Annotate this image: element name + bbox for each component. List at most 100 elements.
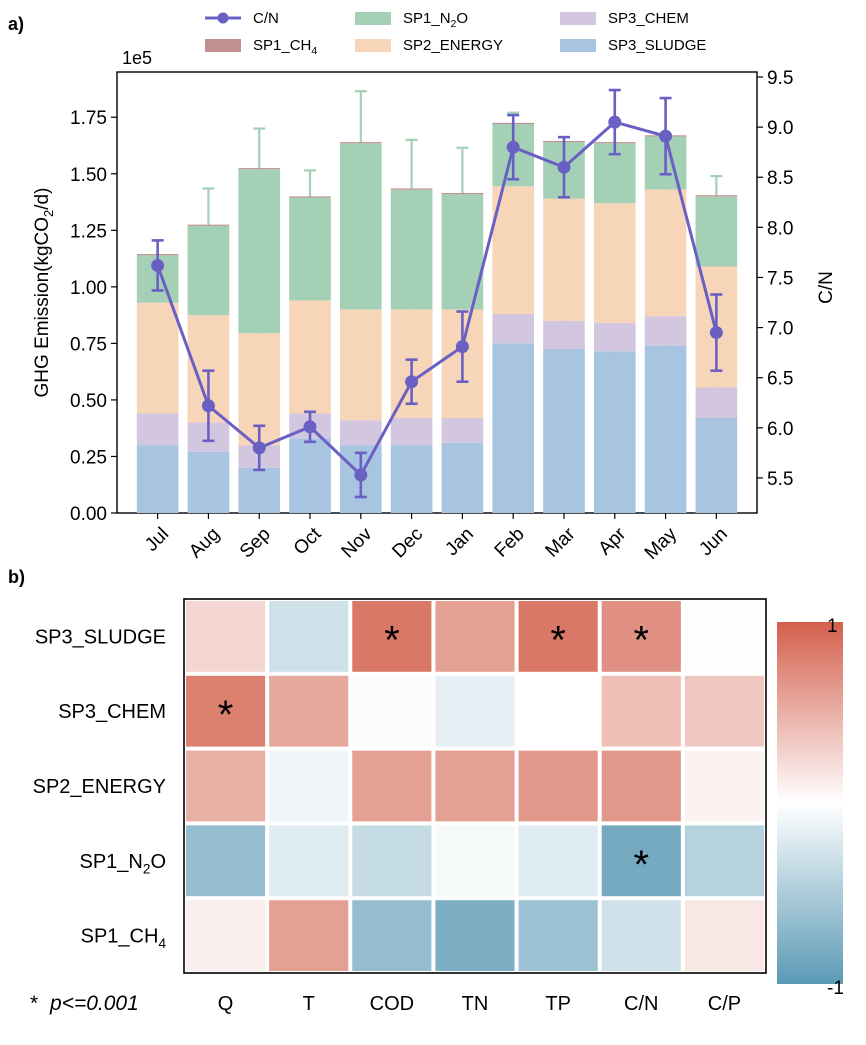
legend-label-text: SP3_SLUDGE [608, 37, 706, 54]
cn-point [455, 340, 469, 354]
footnote-star: * [30, 992, 38, 1015]
heatmap-cell [518, 675, 598, 747]
heatmap-cell [435, 825, 515, 897]
legend-label-text: C/N [253, 10, 279, 27]
heatmap-row-label-text: SP2_ENERGY [33, 776, 166, 798]
footnote: * p<=0.001 [30, 992, 139, 1015]
heatmap-cell [601, 675, 681, 747]
x-tick-label: Dec [388, 524, 427, 563]
y-tick-label: 0.00 [70, 504, 107, 525]
heatmap-cell [352, 601, 432, 672]
heatmap-cell [684, 825, 764, 897]
bar-sp2_energy [339, 309, 382, 421]
heatmap-column-label: C/P [708, 993, 741, 1015]
panel-b-label: b) [8, 567, 25, 587]
x-tick-label: Jun [695, 524, 732, 561]
bar-sp3_sludge [644, 345, 687, 513]
heatmap-cell [435, 675, 515, 747]
y2-tick-label: 8.0 [767, 218, 793, 239]
x-tick-label: Jan [441, 524, 478, 561]
heatmap-column-label: C/N [624, 993, 658, 1015]
significance-star: * [633, 618, 649, 662]
significance-star: * [218, 693, 234, 737]
cn-point [709, 326, 723, 340]
heatmap-cell [684, 750, 764, 822]
bar-sp1_ch4 [390, 188, 433, 190]
cn-point [252, 441, 266, 455]
panel-a-label: a) [8, 14, 24, 34]
x-tick-label: May [641, 523, 682, 564]
heatmap-row-label-sub: 4 [158, 936, 166, 951]
y-axis-label-text: GHG Emission(kgCO [32, 217, 53, 398]
y2-tick-label: 7.5 [767, 268, 793, 289]
legend-marker-cn [217, 12, 229, 24]
bar-sp3_sludge [593, 351, 636, 513]
y-tick-label: 1.25 [70, 221, 107, 242]
bar-sp3_sludge [289, 438, 331, 513]
cn-point [354, 468, 368, 482]
heatmap-column-label: T [303, 993, 315, 1015]
legend-label-text: SP3_CHEM [608, 10, 689, 27]
x-tick-label: Aug [185, 524, 224, 563]
y-axis-label-sub: 2 [41, 210, 56, 217]
heatmap-row-label-text: SP3_SLUDGE [35, 626, 166, 648]
heatmap-cell [269, 825, 349, 897]
y-tick-label: 0.50 [70, 391, 107, 412]
legend-label-cn: C/N [253, 10, 279, 27]
bar-sp1_ch4 [441, 192, 484, 195]
legend-label-text: SP2_ENERGY [403, 37, 503, 54]
legend-label-sub: 2 [451, 18, 457, 30]
heatmap-cell [352, 675, 432, 747]
bar-sp3_sludge [238, 467, 281, 513]
cn-point [201, 399, 215, 413]
heatmap-row-label-text: SP1_N [80, 851, 143, 873]
heatmap-column-label: TN [462, 993, 489, 1015]
y2-tick-label: 6.5 [767, 369, 793, 390]
heatmap-row-label: SP1_N2O [80, 851, 167, 877]
footnote-text: p<=0.001 [49, 992, 139, 1015]
y-tick-label: 0.25 [70, 447, 107, 468]
bar-sp3_sludge [492, 343, 535, 513]
bar-sp3_chem [593, 323, 636, 352]
legend-swatch-sp3_sludge [560, 39, 596, 52]
legend-swatch-sp1_ch4 [205, 39, 241, 52]
heatmap-column-label: COD [370, 993, 414, 1015]
significance-star: * [550, 618, 566, 662]
bar-sp1_ch4 [238, 168, 281, 170]
y-axis-label: GHG Emission(kgCO2/d) [32, 188, 56, 398]
heatmap-row-label-text: SP1_CH [81, 926, 159, 948]
heatmap-cell [352, 825, 432, 897]
heatmap-row-label-tail: O [150, 851, 166, 873]
legend-label-sp1_ch4: SP1_CH4 [253, 37, 317, 57]
legend-swatch-sp2_energy [355, 39, 391, 52]
heatmap-cell [269, 675, 349, 747]
y-tick-label: 1.00 [70, 278, 107, 299]
bar-sp3_chem [644, 316, 687, 346]
cn-line [156, 120, 718, 478]
colorbar: 1 -1 [777, 616, 844, 999]
heatmap-cell [601, 601, 681, 672]
legend-label-sp3_chem: SP3_CHEM [608, 10, 689, 27]
y2-tick-label: 8.5 [767, 168, 793, 189]
heatmap-cell [435, 750, 515, 822]
y-tick-label: 1.50 [70, 165, 107, 186]
heatmap-cell [186, 750, 266, 822]
bar-sp2_energy [644, 189, 687, 317]
heatmap-row-label: SP3_SLUDGE [35, 626, 166, 648]
bar-sp3_chem [390, 418, 433, 446]
legend-label-sub: 4 [311, 45, 317, 57]
y-axis-label-tail: /d) [32, 188, 53, 210]
y2-tick-label: 6.0 [767, 419, 793, 440]
bar-sp2_energy [136, 302, 179, 414]
y-tick-label: 0.75 [70, 334, 107, 355]
colorbar-gradient [777, 622, 843, 984]
bar-sp1_ch4 [187, 224, 230, 226]
legend-label-sp2_energy: SP2_ENERGY [403, 37, 503, 54]
heatmap-cell [435, 900, 515, 971]
cn-point [405, 375, 419, 389]
y2-axis-label: C/N [816, 271, 837, 304]
heatmap-cell [601, 750, 681, 822]
legend-label-text: SP1_N [403, 10, 451, 27]
y-exponent-label: 1e5 [122, 48, 152, 68]
cn-point [506, 140, 520, 154]
